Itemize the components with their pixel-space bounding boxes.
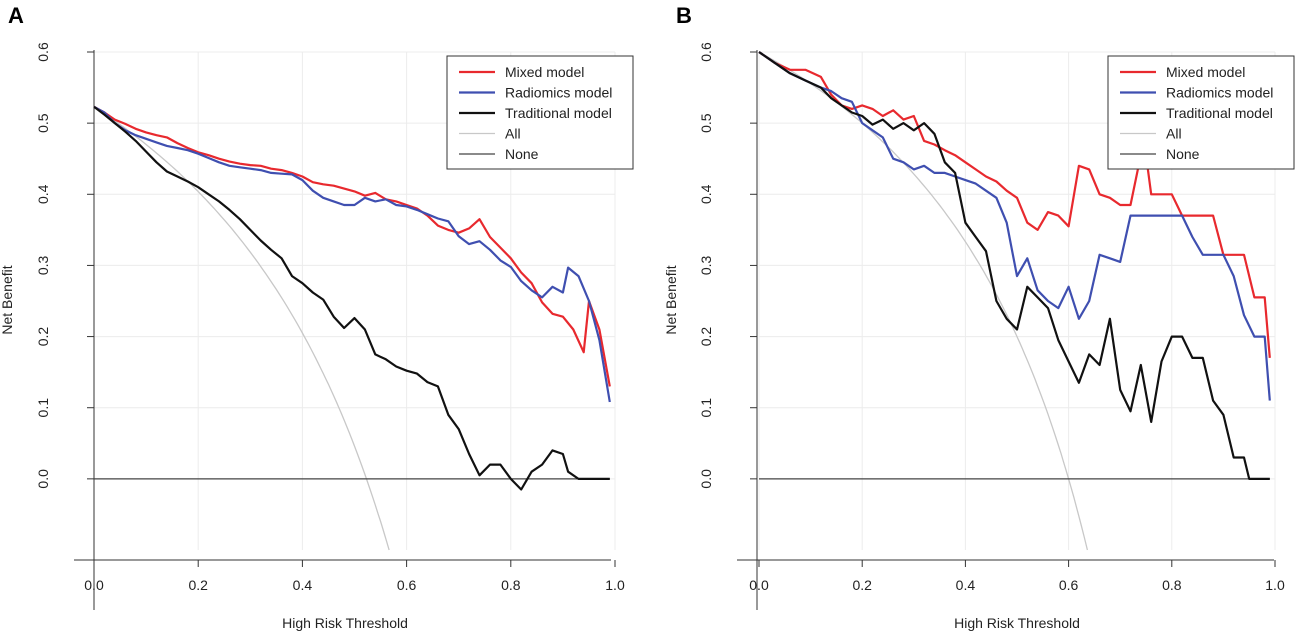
series-line-all (93, 106, 390, 551)
legend-label-traditional-model: Traditional model (1166, 105, 1273, 121)
legend-label-all: All (505, 126, 521, 142)
x-tick-label: 0.6 (397, 577, 417, 593)
legend-label-none: None (505, 146, 539, 162)
panel-b: B 0.0 0.2 0.4 0.6 0.8 1.0 0.00.10.20.30.40.50… (663, 3, 1295, 631)
y-axis-title: Net Benefit (663, 265, 679, 334)
y-tick-label: 0.5 (35, 113, 51, 133)
y-tick-label: 0.4 (35, 184, 51, 204)
y-tick-label: 0.0 (698, 469, 714, 489)
y-ticks: 0.0 0.1 0.2 0.3 0.4 0.5 0.6 (698, 42, 757, 489)
legend-label-radiomics-model: Radiomics model (1166, 85, 1273, 101)
legend-label-all: All (1166, 126, 1182, 142)
y-axis-title: Net Benefit (0, 265, 15, 334)
x-ticks: 0.0 0.2 0.4 0.6 0.8 1.0 (749, 560, 1285, 593)
series-line-radiomics-model (758, 51, 1271, 401)
y-tick-label: 0.3 (698, 255, 714, 275)
series-layer (93, 105, 611, 551)
x-tick-label: 0.0 (84, 577, 104, 593)
panel-letter: A (8, 3, 24, 28)
y-tick-label: 0.5 (698, 113, 714, 133)
x-axis-title: High Risk Threshold (282, 615, 408, 631)
axes (737, 50, 1274, 610)
y-tick-label: 0.6 (698, 42, 714, 62)
y-tick-label: 0.3 (35, 255, 51, 275)
legend: Mixed model Radiomics model Traditional mo… (446, 55, 634, 170)
y-tick-label: 0.4 (698, 184, 714, 204)
axes (74, 50, 611, 610)
legend-label-traditional-model: Traditional model (505, 105, 612, 121)
panel-a: A 0.0 0.2 0.4 0.6 0.8 1.0 0.00.10.20.30.40.50… (0, 3, 634, 631)
x-tick-label: 1.0 (605, 577, 625, 593)
panel-letter: B (676, 3, 692, 28)
y-tick-label: 0.2 (35, 327, 51, 347)
x-tick-label: 0.0 (749, 577, 769, 593)
legend-label-radiomics-model: Radiomics model (505, 85, 612, 101)
y-tick-label: 0.0 (35, 469, 51, 489)
legend: Mixed model Radiomics model Traditional mo… (1107, 55, 1295, 170)
y-ticks: 0.0 0.1 0.2 0.3 0.4 0.5 0.6 (35, 42, 94, 489)
x-tick-label: 0.4 (293, 577, 313, 593)
x-tick-label: 0.8 (501, 577, 521, 593)
y-tick-label: 0.1 (35, 398, 51, 418)
x-tick-label: 0.6 (1059, 577, 1079, 593)
series-line-traditional-model (758, 51, 1270, 480)
legend-label-none: None (1166, 146, 1200, 162)
series-line-radiomics-model (93, 105, 611, 403)
x-tick-label: 0.2 (188, 577, 208, 593)
y-tick-label: 0.6 (35, 42, 51, 62)
x-tick-label: 0.4 (956, 577, 976, 593)
series-line-traditional-model (93, 105, 610, 491)
y-tick-label: 0.1 (698, 398, 714, 418)
x-tick-label: 0.8 (1162, 577, 1182, 593)
x-tick-label: 1.0 (1265, 577, 1285, 593)
series-layer (758, 51, 1271, 551)
legend-label-mixed-model: Mixed model (1166, 64, 1245, 80)
series-line-all (758, 51, 1089, 551)
x-tick-label: 0.2 (852, 577, 872, 593)
series-line-mixed-model (93, 105, 611, 387)
legend-label-mixed-model: Mixed model (505, 64, 584, 80)
x-axis-title: High Risk Threshold (954, 615, 1080, 631)
y-tick-label: 0.2 (698, 327, 714, 347)
x-ticks: 0.0 0.2 0.4 0.6 0.8 1.0 (84, 560, 625, 593)
series-line-mixed-model (758, 51, 1271, 358)
